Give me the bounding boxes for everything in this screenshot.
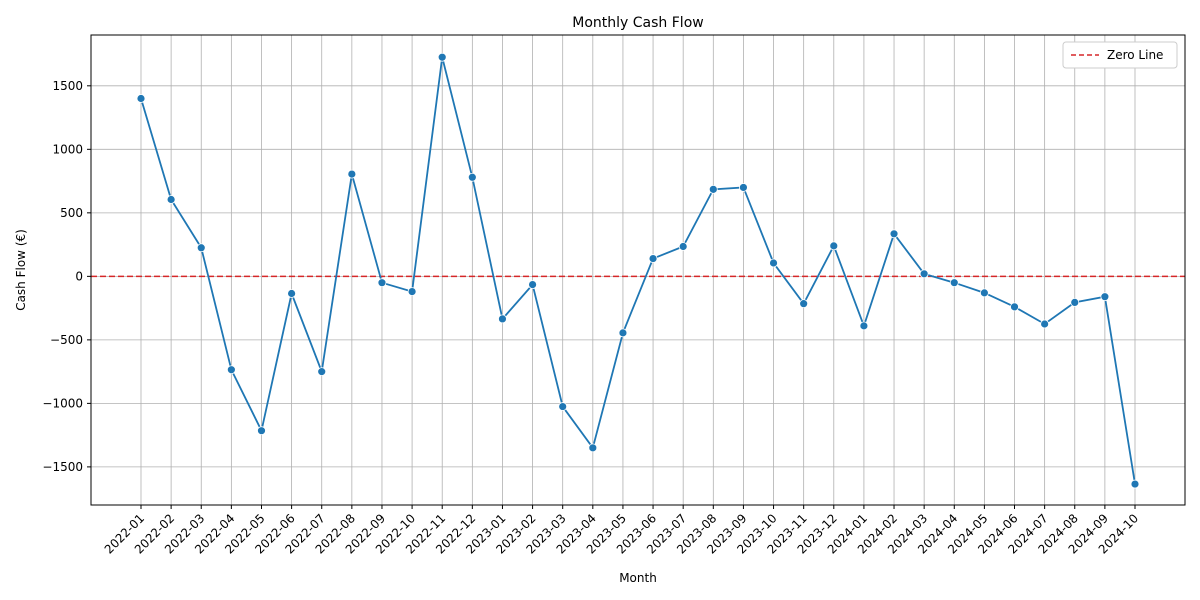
data-point bbox=[1040, 319, 1050, 329]
data-point bbox=[979, 288, 989, 298]
data-point bbox=[889, 229, 899, 239]
chart-title: Monthly Cash Flow bbox=[572, 15, 703, 31]
y-axis-ticks: −1500 −1000 −500 0 500 1000 1500 bbox=[42, 79, 91, 474]
y-tick-label: 1000 bbox=[52, 142, 83, 156]
data-point bbox=[528, 280, 537, 290]
data-point bbox=[287, 289, 297, 298]
grid bbox=[91, 35, 1185, 505]
data-point bbox=[377, 278, 387, 288]
y-tick-label: 1500 bbox=[52, 79, 83, 93]
data-point bbox=[618, 328, 628, 338]
data-point bbox=[558, 402, 568, 411]
data-point bbox=[1010, 302, 1019, 312]
data-point bbox=[769, 258, 778, 268]
legend: Zero Line bbox=[1062, 41, 1178, 69]
data-point bbox=[739, 183, 748, 192]
data-point bbox=[708, 184, 718, 194]
data-point bbox=[678, 242, 688, 251]
legend-zero-line-label: Zero Line bbox=[1107, 48, 1163, 62]
data-point bbox=[1100, 292, 1110, 302]
legend-box bbox=[1062, 41, 1178, 69]
data-point bbox=[648, 254, 658, 263]
data-point bbox=[588, 443, 598, 453]
y-tick-label: 500 bbox=[60, 206, 83, 220]
x-axis-ticks: 2022-012022-022022-032022-042022-052022-… bbox=[102, 505, 1141, 557]
data-point bbox=[498, 314, 507, 324]
y-tick-label: −1000 bbox=[42, 396, 83, 410]
data-point bbox=[347, 169, 357, 179]
data-point bbox=[257, 426, 266, 436]
plot-frame bbox=[90, 34, 1186, 506]
y-tick-label: −1500 bbox=[42, 460, 83, 474]
y-tick-label: −500 bbox=[50, 333, 83, 347]
x-axis-title: Month bbox=[619, 571, 657, 585]
data-points bbox=[136, 52, 1140, 489]
data-point bbox=[166, 195, 176, 204]
y-axis-title: Cash Flow (€) bbox=[14, 229, 28, 311]
data-point bbox=[317, 367, 327, 377]
data-point bbox=[467, 172, 477, 182]
data-point bbox=[437, 52, 447, 62]
data-point bbox=[196, 243, 206, 253]
data-point bbox=[1130, 479, 1140, 489]
data-point bbox=[949, 278, 959, 288]
data-point bbox=[136, 94, 146, 103]
y-tick-label: 0 bbox=[75, 269, 83, 283]
data-point bbox=[226, 365, 236, 375]
data-point bbox=[407, 287, 417, 296]
data-point bbox=[859, 321, 869, 331]
series-line bbox=[140, 57, 1136, 485]
data-point bbox=[1070, 297, 1080, 307]
data-point bbox=[799, 299, 809, 309]
data-point bbox=[829, 241, 839, 251]
data-point bbox=[919, 269, 929, 279]
